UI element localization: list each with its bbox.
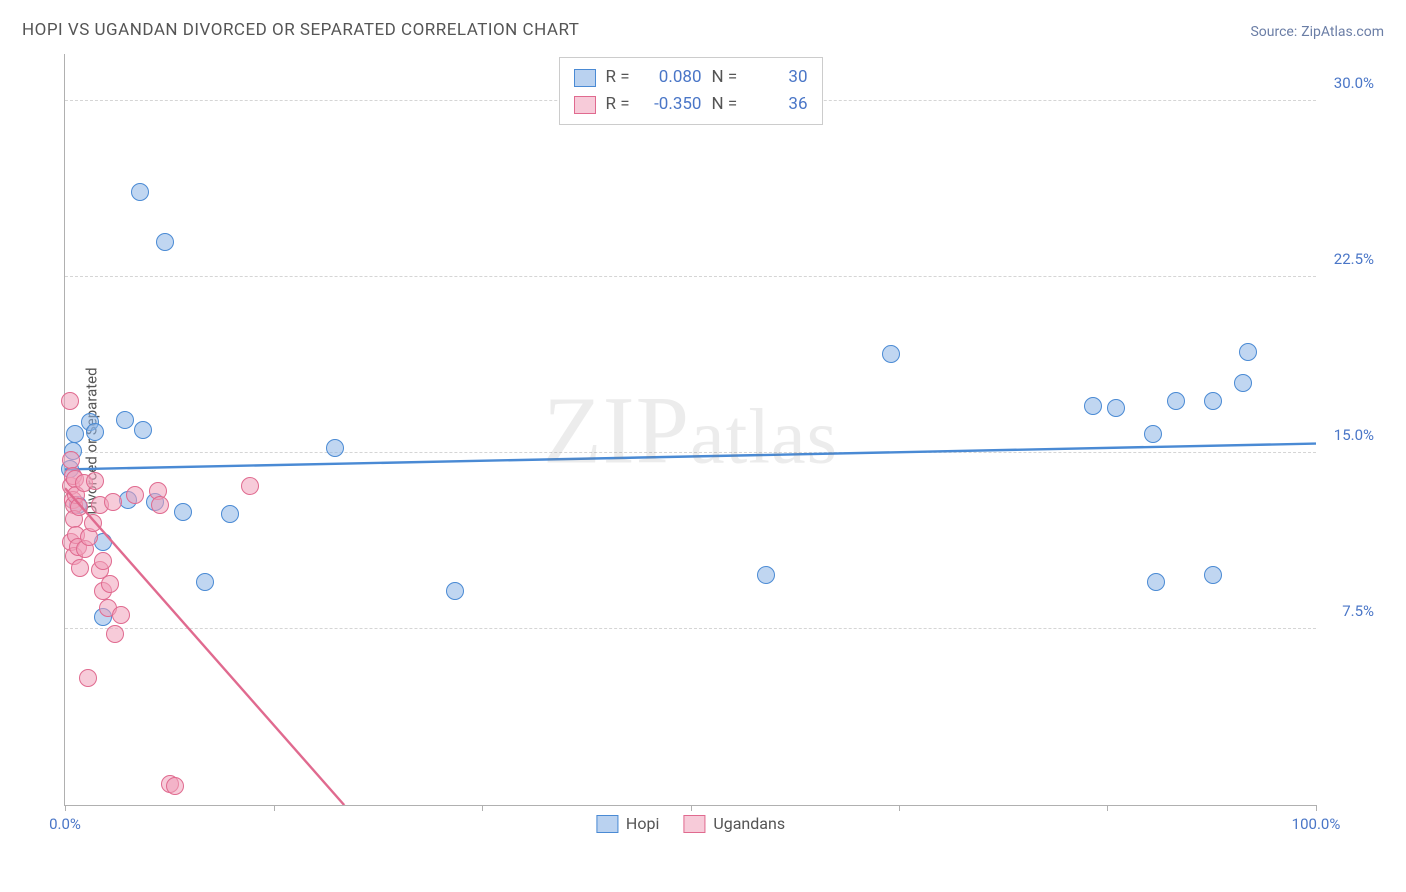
scatter-point-hopi [1239, 343, 1257, 361]
scatter-point-hopi [326, 439, 344, 457]
scatter-point-hopi [116, 411, 134, 429]
chart-title: HOPI VS UGANDAN DIVORCED OR SEPARATED CO… [22, 20, 579, 40]
legend-item-ugandans: Ugandans [683, 814, 785, 833]
source-link[interactable]: ZipAtlas.com [1301, 24, 1384, 40]
legend-n-label: N = [712, 91, 738, 118]
scatter-point-ugandans [86, 472, 104, 490]
scatter-point-hopi [86, 423, 104, 441]
scatter-point-ugandans [126, 486, 144, 504]
chart-header: HOPI VS UGANDAN DIVORCED OR SEPARATED CO… [22, 20, 1384, 40]
x-tick-mark [691, 805, 692, 811]
x-tick-mark [1316, 805, 1317, 811]
source-label: Source: [1250, 24, 1297, 40]
scatter-point-ugandans [84, 514, 102, 532]
chart-container: HOPI VS UGANDAN DIVORCED OR SEPARATED CO… [0, 0, 1406, 892]
legend-r-value-hopi: 0.080 [642, 64, 702, 91]
scatter-point-ugandans [94, 552, 112, 570]
legend-swatch-hopi [574, 69, 596, 87]
legend-swatch-hopi [596, 815, 618, 833]
scatter-point-hopi [1234, 374, 1252, 392]
trend-line-ugandans [65, 54, 1316, 805]
x-tick-label: 0.0% [49, 815, 81, 833]
legend-n-value-hopi: 30 [748, 64, 808, 91]
x-tick-mark [65, 805, 66, 811]
legend-swatch-ugandans [683, 815, 705, 833]
x-tick-mark [482, 805, 483, 811]
scatter-point-ugandans [101, 575, 119, 593]
scatter-point-ugandans [106, 625, 124, 643]
chart-area: Divorced or Separated ZIPatlas R = 0.080… [22, 46, 1384, 836]
gridline [65, 452, 1316, 453]
legend-stats: R = 0.080 N = 30 R = -0.350 N = 36 [559, 57, 823, 125]
scatter-point-hopi [131, 183, 149, 201]
y-tick-label: 7.5% [1320, 602, 1374, 620]
legend-series: Hopi Ugandans [596, 814, 785, 833]
scatter-point-hopi [134, 421, 152, 439]
scatter-point-hopi [1204, 392, 1222, 410]
legend-r-label: R = [606, 91, 632, 118]
scatter-point-hopi [1204, 566, 1222, 584]
legend-r-value-ugandans: -0.350 [642, 91, 702, 118]
x-tick-mark [274, 805, 275, 811]
scatter-point-hopi [174, 503, 192, 521]
scatter-point-hopi [1167, 392, 1185, 410]
scatter-point-hopi [221, 505, 239, 523]
x-tick-label: 100.0% [1292, 815, 1341, 833]
scatter-point-hopi [1147, 573, 1165, 591]
legend-swatch-ugandans [574, 96, 596, 114]
x-tick-mark [899, 805, 900, 811]
watermark: ZIPatlas [543, 374, 838, 485]
gridline [65, 628, 1316, 629]
y-tick-label: 22.5% [1320, 250, 1374, 268]
scatter-point-ugandans [61, 392, 79, 410]
legend-n-value-ugandans: 36 [748, 91, 808, 118]
watermark-part-1: ZIP [543, 376, 690, 483]
y-tick-label: 15.0% [1320, 426, 1374, 444]
scatter-point-ugandans [70, 498, 88, 516]
scatter-point-hopi [1084, 397, 1102, 415]
plot-region: ZIPatlas R = 0.080 N = 30 R = -0.350 N =… [64, 54, 1316, 806]
scatter-point-ugandans [62, 451, 80, 469]
watermark-part-2: atlas [690, 392, 838, 479]
legend-stats-row: R = 0.080 N = 30 [574, 64, 808, 91]
scatter-point-ugandans [79, 669, 97, 687]
y-tick-label: 30.0% [1320, 74, 1374, 92]
scatter-point-ugandans [104, 493, 122, 511]
scatter-point-hopi [446, 582, 464, 600]
scatter-point-hopi [196, 573, 214, 591]
source-attribution: Source: ZipAtlas.com [1250, 21, 1384, 40]
scatter-point-hopi [757, 566, 775, 584]
trend-line-hopi [65, 54, 1316, 805]
scatter-point-hopi [156, 233, 174, 251]
scatter-point-ugandans [71, 559, 89, 577]
scatter-point-hopi [1107, 399, 1125, 417]
scatter-point-hopi [882, 345, 900, 363]
legend-r-label: R = [606, 64, 632, 91]
scatter-point-hopi [1144, 425, 1162, 443]
gridline [65, 276, 1316, 277]
scatter-point-ugandans [151, 496, 169, 514]
legend-stats-row: R = -0.350 N = 36 [574, 91, 808, 118]
scatter-point-ugandans [241, 477, 259, 495]
scatter-point-ugandans [166, 777, 184, 795]
scatter-point-ugandans [112, 606, 130, 624]
legend-series-label: Hopi [626, 814, 659, 833]
x-tick-mark [1107, 805, 1108, 811]
legend-item-hopi: Hopi [596, 814, 659, 833]
scatter-point-hopi [66, 425, 84, 443]
legend-n-label: N = [712, 64, 738, 91]
legend-series-label: Ugandans [713, 814, 785, 833]
